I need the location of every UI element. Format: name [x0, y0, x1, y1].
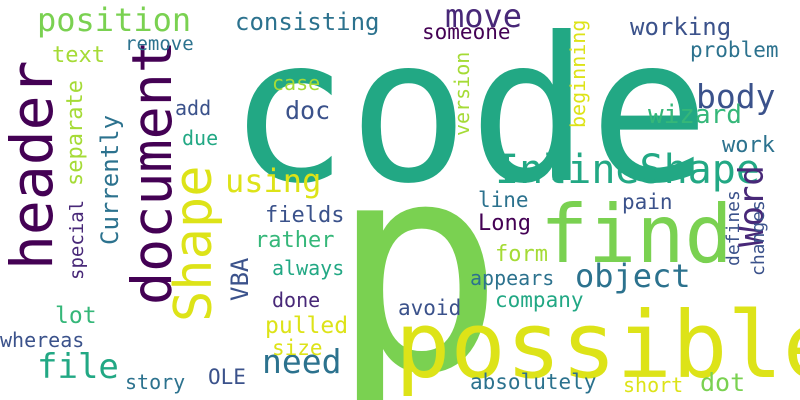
cloud-word: beginning — [568, 20, 588, 128]
cloud-word: Long — [478, 213, 531, 235]
cloud-word: story — [125, 372, 185, 392]
cloud-word: fields — [265, 205, 344, 227]
cloud-word: pulled — [265, 315, 348, 338]
cloud-word: case — [272, 73, 320, 93]
cloud-word: problem — [690, 40, 779, 61]
cloud-word: remove — [125, 35, 194, 54]
cloud-word: line — [478, 190, 529, 211]
cloud-word: always — [272, 258, 344, 278]
cloud-word: whereas — [0, 330, 84, 350]
cloud-word: rather — [255, 230, 334, 252]
cloud-word: short — [623, 375, 683, 395]
cloud-word: doc — [285, 98, 330, 123]
cloud-word: company — [495, 290, 584, 311]
cloud-word: absolutely — [470, 372, 596, 393]
cloud-word: separate — [65, 80, 87, 186]
cloud-word: wizard — [648, 102, 742, 128]
cloud-word: InlineShape — [495, 150, 760, 190]
cloud-word: lot — [55, 305, 97, 328]
cloud-word: Currently — [98, 115, 122, 245]
cloud-word: special — [68, 200, 87, 280]
cloud-word: header — [3, 60, 61, 270]
cloud-word: working — [630, 15, 731, 39]
cloud-word: file — [37, 350, 119, 384]
cloud-word: size — [272, 338, 323, 359]
cloud-word: OLE — [208, 367, 246, 388]
cloud-word: avoid — [398, 298, 461, 319]
cloud-word: version — [452, 52, 472, 136]
cloud-word: position — [37, 4, 191, 36]
cloud-word: changes — [750, 200, 768, 276]
cloud-word: pain — [622, 192, 673, 213]
cloud-word: Shape — [168, 165, 220, 322]
cloud-word: using — [225, 165, 321, 197]
cloud-word: VBA — [228, 258, 252, 301]
cloud-word: work — [722, 135, 775, 157]
cloud-word: object — [575, 260, 691, 292]
cloud-word: form — [495, 244, 548, 266]
cloud-word: done — [272, 290, 320, 310]
cloud-word: text — [52, 45, 105, 67]
cloud-word: due — [182, 128, 218, 148]
cloud-word: someone — [422, 22, 511, 43]
cloud-word: add — [175, 98, 211, 118]
cloud-word: dot — [700, 370, 745, 395]
cloud-word: defines — [725, 190, 743, 266]
cloud-word: consisting — [235, 10, 380, 34]
cloud-word: appears — [470, 268, 554, 288]
